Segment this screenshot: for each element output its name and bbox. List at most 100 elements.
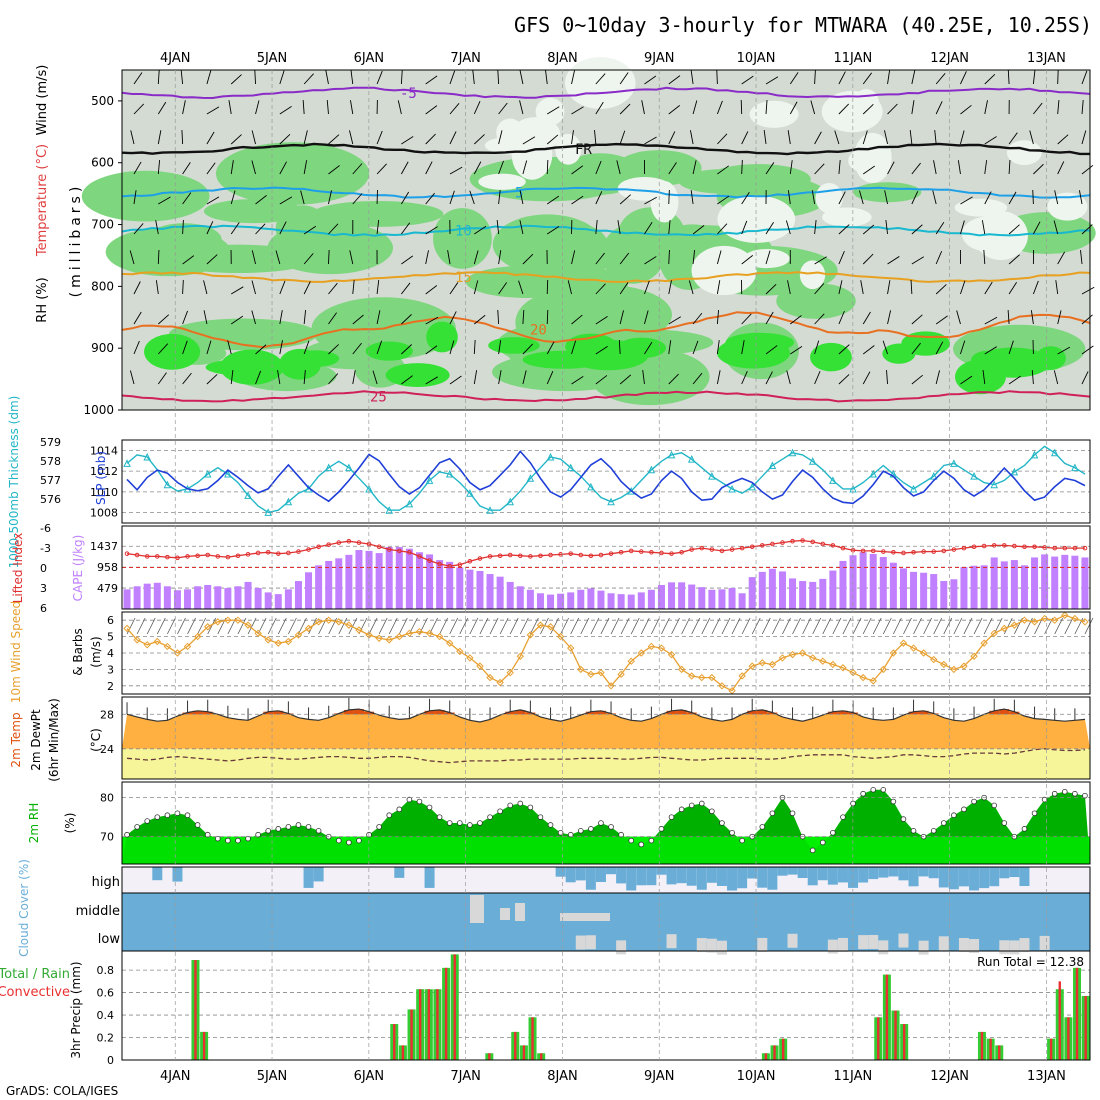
li-marker (618, 549, 624, 555)
wind-barb (814, 313, 825, 325)
wind-barb (741, 370, 748, 385)
cape-bar (436, 560, 444, 609)
rh-dry-region (555, 133, 582, 165)
rh2m-marker (759, 824, 766, 830)
surface-wind-barb (1034, 617, 1043, 635)
rh2m-marker (487, 814, 493, 820)
surface-wind-barb (560, 617, 569, 635)
wind-barb (571, 130, 574, 145)
cloud-high-bar (727, 867, 738, 891)
rh-saturated-region (279, 348, 321, 380)
wind-barb (498, 282, 507, 295)
wind-barb (765, 221, 774, 235)
cloud-low-bar (666, 934, 677, 949)
precip-convective-bar (488, 1053, 491, 1060)
surface-wind-barb (177, 617, 186, 635)
rh2m-marker (588, 826, 594, 832)
li-marker (699, 545, 705, 551)
thickness-marker (929, 472, 938, 480)
surface-wind-barb (963, 617, 973, 635)
wind-barb (911, 191, 919, 205)
cape-bar (405, 548, 413, 609)
cloud-high-bar (999, 867, 1010, 879)
cape-bar (456, 567, 464, 609)
precip-convective-bar (401, 1045, 405, 1060)
wind-barb (956, 310, 961, 325)
date-label-bottom: 5JAN (257, 1069, 288, 1084)
thickness-marker (405, 499, 414, 508)
precip-convective-bar (531, 1017, 534, 1060)
wind-barb (1057, 346, 1071, 355)
wind-barb (519, 220, 524, 235)
surface-wind-barb (126, 617, 136, 635)
li-marker (638, 549, 644, 554)
wind-barb (911, 224, 923, 235)
wind-speed-marker (819, 657, 827, 665)
wind-speed-marker (909, 644, 918, 652)
wind-barb (522, 343, 534, 355)
wind-barb (498, 130, 503, 145)
cape-bar (970, 565, 978, 609)
wind-axis-label: 10m Wind Speed (9, 601, 23, 703)
wind-barb (1032, 70, 1036, 85)
thickness-marker (808, 457, 817, 465)
thickness-marker (788, 448, 797, 457)
cape-bar (163, 586, 171, 609)
wind-barb (692, 372, 703, 385)
minmax-axis-label: (6hr Min/Max) (47, 698, 61, 782)
wind-speed-marker (677, 665, 686, 674)
wind-barb (231, 286, 244, 295)
wind-barb (130, 130, 135, 145)
wind-barb (911, 314, 923, 325)
li-marker (770, 541, 775, 547)
date-label-top: 12JAN (930, 51, 969, 66)
date-label-top: 13JAN (1027, 51, 1066, 66)
wind-barb (519, 100, 524, 115)
wind-barb (595, 283, 606, 295)
cape-bar (688, 584, 696, 609)
wind-barb (182, 162, 191, 175)
cape-bar (1010, 560, 1018, 609)
wind-barb (545, 70, 548, 85)
isotherm-15 (121, 271, 1091, 283)
li-marker (790, 538, 795, 544)
thickness-marker (445, 469, 454, 478)
wind-barb (425, 285, 438, 295)
wind-barb (595, 375, 608, 385)
wind-barb (1008, 132, 1018, 145)
slp-tick: 1012 (90, 465, 118, 478)
temperature-peak (444, 712, 455, 715)
li-marker (336, 540, 342, 545)
wind-barb (571, 314, 583, 325)
rh2m-lower-band (122, 836, 1090, 864)
cape-bar (778, 571, 786, 609)
cape-bar (668, 582, 676, 609)
wind-speed-marker (919, 649, 928, 657)
rh-moist-region (492, 214, 603, 275)
wind-speed-marker (748, 662, 756, 670)
rh-saturated-region (522, 350, 605, 369)
wind-barb (1032, 221, 1041, 235)
wind-barb (182, 310, 188, 325)
wind-speed-marker (244, 621, 252, 629)
cloud-high-bar (686, 867, 697, 886)
li-marker (457, 562, 463, 568)
cape-bar (355, 550, 363, 609)
wind-speed-marker (778, 654, 787, 662)
wind-barb (230, 134, 242, 145)
wind-barb (425, 345, 438, 355)
wind-barb (814, 220, 817, 235)
date-label-top: 8JAN (547, 51, 578, 66)
cape-bar (1051, 556, 1059, 609)
wind-barb (449, 190, 455, 205)
surface-wind-barb (671, 617, 680, 635)
thickness-marker (203, 469, 212, 478)
surface-wind-barb (792, 617, 801, 635)
wind-barb (303, 73, 314, 85)
slp-line (126, 450, 1086, 505)
chart-title: GFS 0~10day 3-hourly for MTWARA (40.25E,… (514, 13, 1092, 37)
wind-barb (984, 100, 988, 115)
wind-barb (790, 345, 803, 355)
surface-wind-barb (681, 617, 690, 635)
li-marker (1032, 544, 1037, 550)
